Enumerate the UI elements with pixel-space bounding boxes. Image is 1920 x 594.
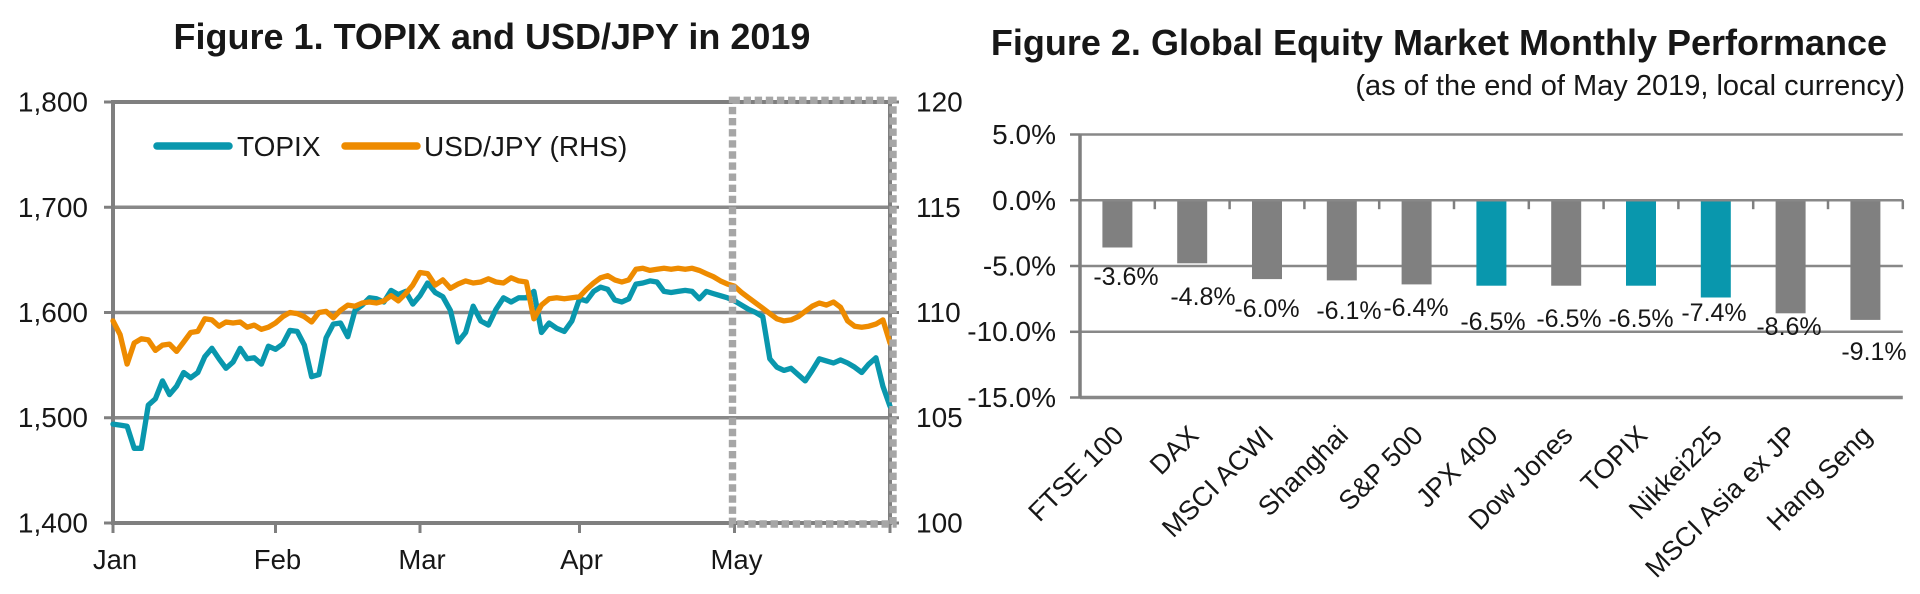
- svg-text:1,800: 1,800: [18, 87, 88, 118]
- svg-text:Figure 2. Global Equity Market: Figure 2. Global Equity Market Monthly P…: [991, 22, 1887, 63]
- svg-text:1,500: 1,500: [18, 402, 88, 433]
- svg-text:1,400: 1,400: [18, 508, 88, 539]
- svg-text:-3.6%: -3.6%: [1093, 263, 1158, 291]
- svg-text:-6.5%: -6.5%: [1460, 308, 1525, 336]
- svg-text:-6.5%: -6.5%: [1536, 305, 1601, 333]
- svg-text:-7.4%: -7.4%: [1681, 299, 1746, 327]
- svg-text:(as of the end of May 2019, lo: (as of the end of May 2019, local curren…: [1355, 70, 1905, 102]
- svg-text:105: 105: [916, 402, 963, 433]
- svg-text:-6.0%: -6.0%: [1234, 295, 1299, 323]
- svg-text:-15.0%: -15.0%: [967, 382, 1056, 413]
- svg-text:115: 115: [916, 192, 961, 223]
- svg-text:-6.1%: -6.1%: [1316, 297, 1381, 325]
- svg-text:5.0%: 5.0%: [992, 119, 1056, 150]
- svg-text:-9.1%: -9.1%: [1841, 338, 1906, 366]
- svg-text:120: 120: [916, 87, 963, 118]
- svg-text:1,700: 1,700: [18, 192, 88, 223]
- svg-text:0.0%: 0.0%: [992, 185, 1056, 216]
- svg-text:TOPIX: TOPIX: [237, 131, 321, 162]
- svg-text:100: 100: [916, 508, 963, 539]
- svg-text:Apr: Apr: [560, 544, 603, 575]
- svg-text:May: May: [711, 544, 763, 575]
- svg-text:Feb: Feb: [254, 544, 301, 575]
- svg-text:1,600: 1,600: [18, 297, 88, 328]
- svg-text:Mar: Mar: [398, 544, 445, 575]
- svg-text:-8.6%: -8.6%: [1756, 313, 1821, 341]
- svg-text:-4.8%: -4.8%: [1170, 283, 1235, 311]
- svg-text:USD/JPY (RHS): USD/JPY (RHS): [424, 131, 627, 162]
- svg-text:Jan: Jan: [93, 544, 137, 575]
- svg-text:-6.5%: -6.5%: [1608, 305, 1673, 333]
- svg-text:Figure 1. TOPIX and USD/JPY in: Figure 1. TOPIX and USD/JPY in 2019: [174, 16, 811, 57]
- svg-text:-10.0%: -10.0%: [967, 316, 1056, 347]
- svg-text:-6.4%: -6.4%: [1383, 294, 1448, 322]
- svg-text:-5.0%: -5.0%: [983, 251, 1056, 282]
- svg-text:110: 110: [916, 297, 961, 328]
